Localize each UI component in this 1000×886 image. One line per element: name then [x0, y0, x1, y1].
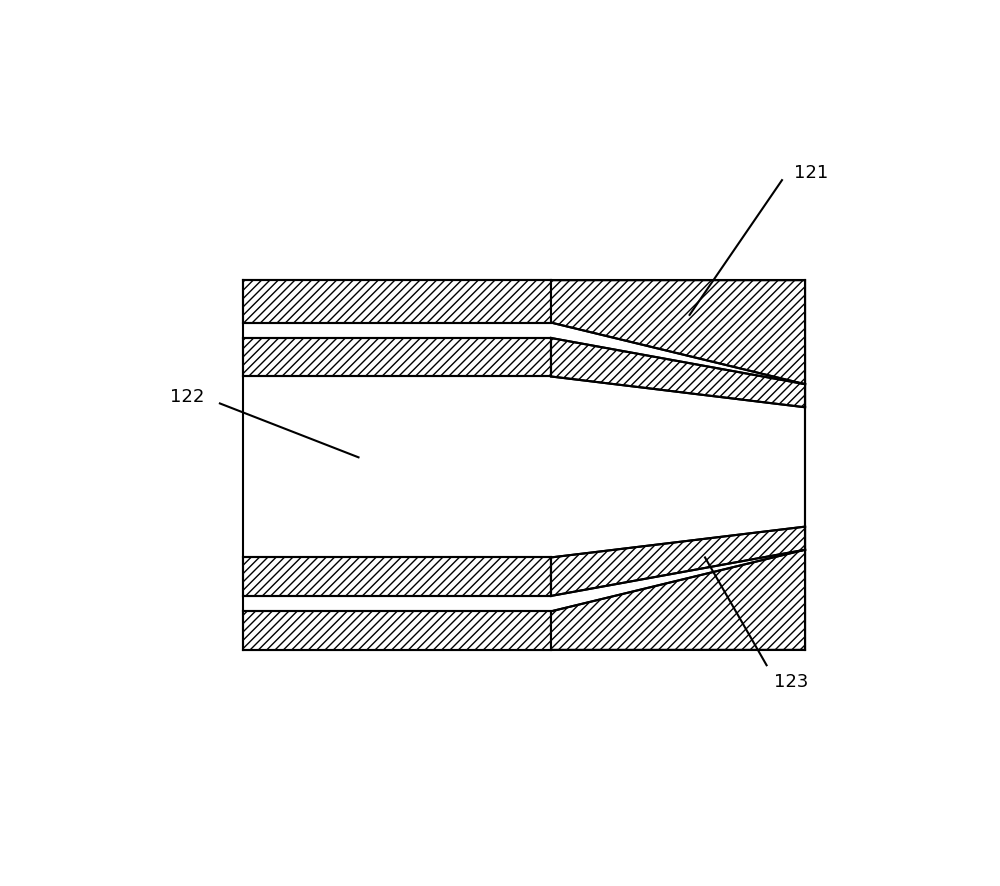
Text: 122: 122 [170, 387, 204, 405]
Polygon shape [243, 558, 551, 596]
Text: 123: 123 [774, 672, 809, 690]
Polygon shape [551, 527, 805, 596]
Polygon shape [243, 281, 551, 323]
Polygon shape [551, 550, 805, 650]
Text: 121: 121 [794, 164, 828, 183]
Polygon shape [551, 338, 805, 408]
Polygon shape [243, 611, 551, 650]
Polygon shape [243, 338, 551, 377]
Polygon shape [551, 281, 805, 385]
